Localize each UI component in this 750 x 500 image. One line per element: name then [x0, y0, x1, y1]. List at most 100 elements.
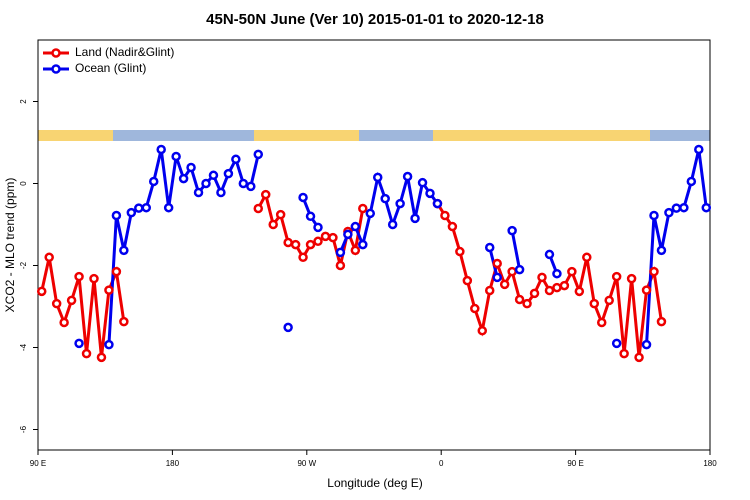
- point: [552, 268, 562, 279]
- x-tick-label: 90 E: [567, 459, 583, 468]
- point: [313, 236, 323, 247]
- point: [51, 298, 62, 309]
- point: [477, 325, 488, 336]
- point: [134, 203, 144, 213]
- point: [208, 170, 219, 181]
- point: [104, 285, 114, 295]
- point: [350, 221, 361, 232]
- point: [223, 168, 234, 179]
- y-tick-label: -4: [19, 343, 28, 351]
- point: [163, 202, 174, 213]
- point: [626, 273, 637, 284]
- point: [611, 271, 622, 282]
- point: [619, 348, 629, 359]
- point: [305, 211, 316, 222]
- y-tick-label: -6: [19, 425, 28, 433]
- point: [649, 266, 659, 277]
- x-tick-label: 90 E: [30, 459, 46, 468]
- point: [96, 352, 107, 363]
- point: [104, 339, 114, 350]
- point: [701, 202, 712, 213]
- y-tick-label: 0: [19, 181, 28, 186]
- point: [59, 317, 69, 328]
- point: [514, 264, 525, 275]
- point: [641, 339, 652, 350]
- point: [529, 288, 540, 299]
- point: [395, 198, 405, 209]
- point: [148, 176, 159, 187]
- point: [380, 193, 390, 204]
- point: [74, 271, 84, 282]
- point: [462, 275, 473, 286]
- point: [664, 207, 674, 218]
- point: [74, 338, 84, 349]
- point: [171, 151, 181, 162]
- point: [544, 285, 555, 296]
- point: [156, 144, 166, 155]
- point: [328, 232, 338, 243]
- point: [686, 176, 697, 187]
- point: [656, 245, 667, 256]
- point: [679, 202, 689, 213]
- point: [410, 213, 420, 224]
- point: [253, 149, 264, 160]
- point: [492, 258, 502, 269]
- point: [119, 316, 129, 327]
- point: [238, 178, 249, 189]
- x-tick-label: 180: [703, 459, 717, 468]
- point: [216, 187, 226, 198]
- point: [358, 203, 368, 214]
- y-tick-label: 2: [19, 99, 28, 104]
- point: [246, 181, 256, 192]
- point: [36, 286, 47, 297]
- point: [492, 272, 502, 283]
- point: [425, 188, 435, 199]
- point: [81, 348, 92, 359]
- land-mask-strip: [38, 130, 710, 141]
- point: [283, 237, 293, 248]
- point: [313, 222, 323, 233]
- legend-marker: [51, 48, 61, 58]
- point: [589, 298, 600, 309]
- point: [111, 210, 122, 221]
- point: [507, 266, 517, 277]
- point: [402, 171, 413, 182]
- point: [119, 245, 129, 256]
- x-tick-label: 90 W: [297, 459, 316, 468]
- point: [335, 260, 346, 271]
- point: [499, 279, 510, 290]
- point: [417, 177, 428, 188]
- point: [335, 247, 346, 258]
- point: [290, 239, 301, 250]
- point: [694, 144, 704, 155]
- x-axis-label: Longitude (deg E): [327, 476, 422, 490]
- point: [641, 285, 652, 295]
- point: [178, 173, 189, 184]
- point: [567, 266, 577, 277]
- point: [649, 210, 659, 221]
- point: [44, 252, 54, 263]
- point: [656, 316, 667, 327]
- point: [552, 282, 562, 293]
- x-tick-label: 0: [439, 459, 444, 468]
- point: [604, 295, 614, 306]
- plot-frame: [37, 39, 711, 451]
- point: [544, 249, 555, 260]
- point: [358, 239, 368, 250]
- point: [671, 203, 682, 213]
- point: [559, 280, 570, 291]
- point: [596, 317, 607, 328]
- point: [305, 239, 316, 250]
- point: [268, 219, 278, 230]
- y-axis-label: XCO2 - MLO trend (ppm): [3, 178, 17, 313]
- point: [514, 294, 525, 305]
- point: [193, 187, 204, 198]
- point: [320, 231, 331, 242]
- x-tick-label: 180: [166, 459, 180, 468]
- point: [432, 198, 443, 209]
- point: [574, 286, 585, 297]
- legend-label: Land (Nadir&Glint): [75, 45, 174, 59]
- point: [298, 252, 308, 263]
- point: [470, 303, 480, 314]
- point: [186, 162, 196, 173]
